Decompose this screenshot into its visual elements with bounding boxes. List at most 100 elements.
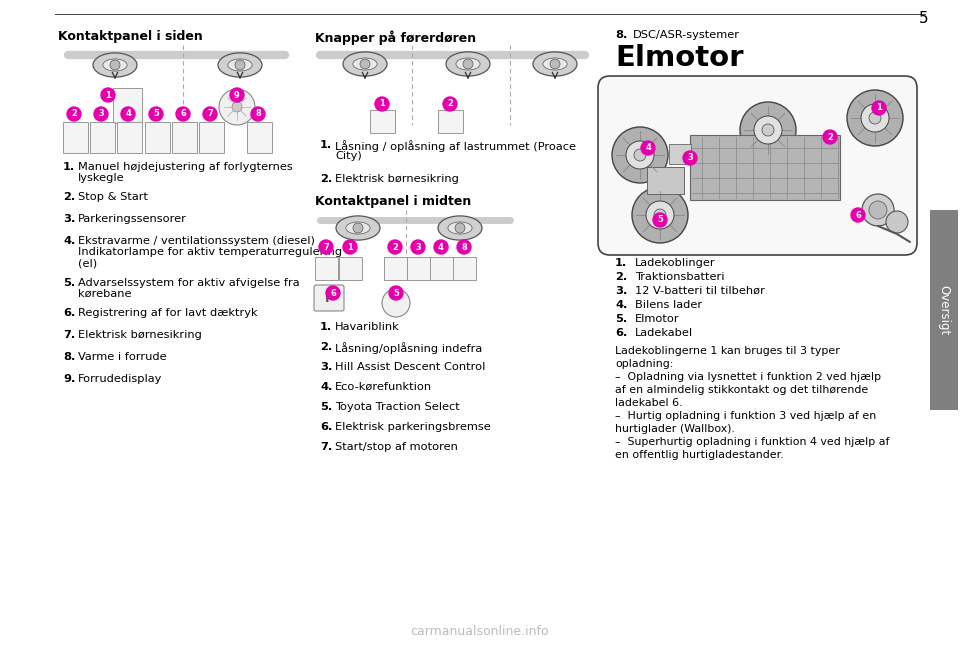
Text: 3.: 3.	[320, 362, 332, 372]
Circle shape	[823, 130, 837, 144]
Text: 6: 6	[855, 210, 861, 219]
Circle shape	[326, 286, 340, 300]
Text: 3: 3	[98, 110, 104, 119]
FancyBboxPatch shape	[315, 256, 338, 280]
FancyBboxPatch shape	[199, 121, 224, 153]
Ellipse shape	[438, 216, 482, 240]
FancyBboxPatch shape	[112, 88, 141, 123]
Circle shape	[550, 59, 560, 69]
Text: 4.: 4.	[615, 300, 628, 310]
Text: 5: 5	[919, 11, 928, 26]
Circle shape	[457, 240, 471, 254]
Circle shape	[626, 141, 654, 169]
Text: 6: 6	[330, 289, 336, 297]
Circle shape	[110, 60, 120, 70]
Text: 4.: 4.	[320, 382, 332, 392]
Text: Registrering af for lavt dæktryk: Registrering af for lavt dæktryk	[78, 308, 257, 318]
Ellipse shape	[93, 53, 137, 77]
Text: af en almindelig stikkontakt og det tilhørende: af en almindelig stikkontakt og det tilh…	[615, 385, 868, 395]
Circle shape	[251, 107, 265, 121]
Text: 7: 7	[207, 110, 213, 119]
Text: 2.: 2.	[320, 342, 332, 352]
Circle shape	[886, 211, 908, 233]
Circle shape	[463, 59, 473, 69]
Text: 8: 8	[461, 243, 467, 252]
Circle shape	[869, 201, 887, 219]
Circle shape	[872, 101, 886, 115]
Circle shape	[653, 213, 667, 227]
Circle shape	[634, 149, 646, 161]
Text: –  Superhurtig opladning i funktion 4 ved hjælp af: – Superhurtig opladning i funktion 4 ved…	[615, 437, 890, 447]
Text: 12 V-batteri til tilbehør: 12 V-batteri til tilbehør	[635, 286, 765, 296]
Text: 9: 9	[234, 90, 240, 99]
Text: 1.: 1.	[320, 140, 332, 150]
Circle shape	[851, 208, 865, 222]
Circle shape	[646, 201, 674, 229]
Text: Ladekoblinger: Ladekoblinger	[635, 258, 715, 268]
FancyBboxPatch shape	[598, 76, 917, 255]
FancyBboxPatch shape	[172, 121, 197, 153]
FancyBboxPatch shape	[669, 144, 691, 164]
Text: 5: 5	[657, 215, 663, 225]
Text: Kontaktpanel i siden: Kontaktpanel i siden	[58, 30, 203, 43]
FancyBboxPatch shape	[438, 110, 463, 132]
FancyBboxPatch shape	[429, 256, 452, 280]
Text: Elektrisk børnesikring: Elektrisk børnesikring	[78, 330, 202, 340]
Text: 5: 5	[153, 110, 159, 119]
Circle shape	[389, 286, 403, 300]
Circle shape	[121, 107, 135, 121]
Circle shape	[455, 223, 465, 233]
Text: City): City)	[335, 151, 362, 161]
Text: Parkeringssensorer: Parkeringssensorer	[78, 214, 187, 224]
Text: 3: 3	[415, 243, 420, 252]
Circle shape	[434, 240, 448, 254]
Text: en offentlig hurtigladestander.: en offentlig hurtigladestander.	[615, 450, 783, 460]
Text: 1: 1	[105, 90, 111, 99]
Text: 6.: 6.	[320, 422, 332, 432]
Text: 2: 2	[447, 99, 453, 108]
Text: 6.: 6.	[615, 328, 628, 338]
Text: 1: 1	[876, 103, 882, 112]
Text: Ladekabel: Ladekabel	[635, 328, 693, 338]
Text: 3: 3	[687, 154, 693, 162]
Text: Elmotor: Elmotor	[615, 44, 743, 72]
Ellipse shape	[103, 59, 127, 71]
Ellipse shape	[543, 58, 567, 70]
Circle shape	[203, 107, 217, 121]
Circle shape	[740, 102, 796, 158]
Circle shape	[382, 289, 410, 317]
Text: carmanualsonline.info: carmanualsonline.info	[411, 625, 549, 638]
Text: 2: 2	[71, 110, 77, 119]
Text: 8.: 8.	[63, 352, 76, 362]
Circle shape	[343, 240, 357, 254]
Text: Manuel højdejustering af forlygternes: Manuel højdejustering af forlygternes	[78, 162, 293, 172]
Text: Knapper på førerdøren: Knapper på førerdøren	[315, 30, 476, 45]
Text: Hill Assist Descent Control: Hill Assist Descent Control	[335, 362, 486, 372]
Circle shape	[67, 107, 81, 121]
Circle shape	[353, 223, 363, 233]
Text: P: P	[324, 291, 333, 304]
Text: Eco-kørefunktion: Eco-kørefunktion	[335, 382, 432, 392]
Ellipse shape	[346, 222, 371, 234]
FancyBboxPatch shape	[370, 110, 395, 132]
FancyBboxPatch shape	[314, 285, 344, 311]
Text: 1.: 1.	[615, 258, 627, 268]
Ellipse shape	[343, 52, 387, 76]
FancyBboxPatch shape	[247, 121, 272, 153]
Circle shape	[411, 240, 425, 254]
Text: Advarselssystem for aktiv afvigelse fra: Advarselssystem for aktiv afvigelse fra	[78, 278, 300, 288]
Circle shape	[869, 112, 881, 124]
Text: 3.: 3.	[615, 286, 628, 296]
Text: 2: 2	[392, 243, 398, 252]
Text: Ladekoblingerne 1 kan bruges til 3 typer: Ladekoblingerne 1 kan bruges til 3 typer	[615, 346, 840, 356]
FancyBboxPatch shape	[930, 210, 958, 410]
Text: Indikatorlampe for aktiv temperaturregulering: Indikatorlampe for aktiv temperaturregul…	[78, 247, 342, 257]
Circle shape	[683, 151, 697, 165]
Text: 4: 4	[645, 143, 651, 153]
Text: 7.: 7.	[63, 330, 75, 340]
Circle shape	[862, 194, 894, 226]
Circle shape	[94, 107, 108, 121]
Circle shape	[762, 124, 774, 136]
FancyBboxPatch shape	[145, 121, 170, 153]
Text: Toyota Traction Select: Toyota Traction Select	[335, 402, 460, 412]
